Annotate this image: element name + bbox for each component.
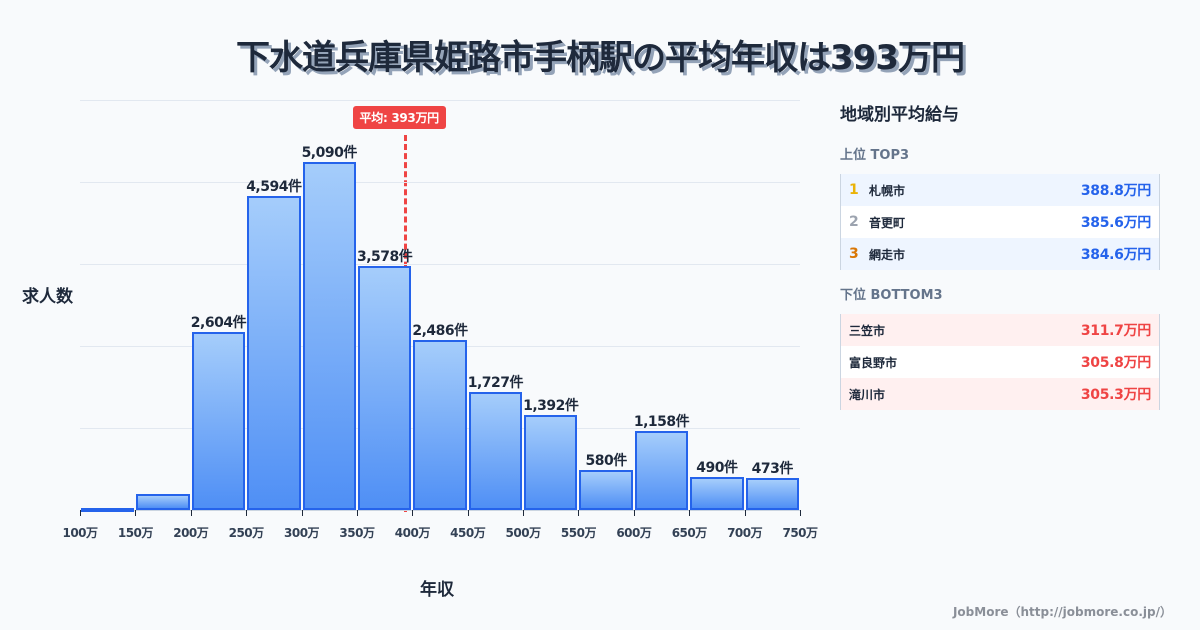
bar-value-label: 5,090件 bbox=[301, 145, 358, 162]
region-salary: 311.7万円 bbox=[1080, 323, 1151, 339]
bar-value-label: 2,486件 bbox=[412, 323, 468, 340]
bar-value-label: 2,604件 bbox=[190, 315, 247, 332]
top-rank-row: 3 網走市 384.6万円 bbox=[841, 238, 1159, 270]
x-tick-label: 350万 bbox=[339, 526, 375, 540]
region-salary: 388.8万円 bbox=[1080, 183, 1151, 199]
histogram-bar bbox=[413, 340, 467, 510]
x-tick-label: 750万 bbox=[782, 526, 818, 540]
x-tick-label: 150万 bbox=[117, 526, 154, 540]
x-tick bbox=[246, 510, 248, 516]
gridline bbox=[80, 100, 800, 101]
x-tick-label: 300万 bbox=[284, 526, 320, 540]
bar-value-label: 1,392件 bbox=[523, 397, 579, 414]
region-name: 滝川市 bbox=[849, 387, 886, 402]
region-name: 音更町 bbox=[869, 215, 906, 230]
x-tick-label: 400万 bbox=[394, 526, 431, 540]
x-tick bbox=[744, 510, 746, 516]
footer-credit: JobMore（http://jobmore.co.jp/） bbox=[952, 605, 1172, 619]
bar-value-label: 1,727件 bbox=[467, 374, 524, 391]
x-tick-label: 650万 bbox=[671, 526, 708, 540]
histogram-bar bbox=[690, 476, 744, 510]
x-tick bbox=[301, 510, 303, 516]
x-tick bbox=[800, 510, 801, 516]
bar-value-label: 490件 bbox=[696, 459, 738, 476]
region-name: 三笠市 bbox=[849, 323, 886, 338]
rank-number: 2 bbox=[849, 214, 859, 230]
x-tick bbox=[135, 510, 137, 516]
average-badge: 平均: 393万円 bbox=[352, 106, 446, 129]
top-ranking-table: 1 札幌市 388.8万円 2 音更町 385.6万円 3 網走市 384.6万… bbox=[840, 174, 1160, 270]
x-tick-label: 200万 bbox=[173, 526, 209, 540]
page-title: 下水道兵庫県姫路市手柄駅の平均年収は393万円 bbox=[236, 38, 965, 78]
histogram-bar bbox=[247, 196, 301, 510]
histogram-bar bbox=[745, 477, 799, 510]
histogram-bar bbox=[468, 391, 523, 510]
y-axis-label: 求人数 bbox=[22, 287, 73, 307]
gridline bbox=[80, 182, 800, 183]
x-tick-label: 250万 bbox=[228, 526, 265, 540]
rank-number: 1 bbox=[849, 182, 859, 198]
x-tick-label: 550万 bbox=[560, 526, 597, 540]
x-tick bbox=[412, 510, 414, 516]
x-tick bbox=[523, 510, 525, 516]
x-tick bbox=[190, 510, 192, 516]
histogram-bar bbox=[191, 332, 246, 510]
x-tick bbox=[633, 510, 635, 516]
region-salary: 305.8万円 bbox=[1080, 355, 1151, 371]
histogram-bar bbox=[302, 162, 356, 510]
histogram-bar bbox=[81, 507, 135, 512]
x-tick-label: 450万 bbox=[450, 526, 486, 540]
x-tick-label: 600万 bbox=[616, 526, 652, 540]
bottom-rank-row: 滝川市 305.3万円 bbox=[841, 378, 1159, 410]
region-name: 網走市 bbox=[869, 247, 906, 262]
top-rank-row: 2 音更町 385.6万円 bbox=[841, 206, 1159, 238]
region-salary: 385.6万円 bbox=[1080, 215, 1151, 231]
bottom-rank-row: 富良野市 305.8万円 bbox=[841, 346, 1159, 378]
bottom-rank-row: 三笠市 311.7万円 bbox=[841, 314, 1159, 346]
x-tick bbox=[80, 510, 81, 516]
histogram-bar bbox=[136, 494, 190, 510]
x-axis-baseline bbox=[80, 510, 800, 511]
x-tick-label: 700万 bbox=[727, 526, 763, 540]
x-axis-label: 年収 bbox=[420, 580, 454, 600]
x-tick bbox=[689, 510, 691, 516]
x-tick-label: 100万 bbox=[62, 526, 98, 540]
bar-value-label: 1,158件 bbox=[633, 413, 690, 430]
histogram-bar bbox=[524, 414, 578, 510]
top-section-title: 上位 TOP3 bbox=[840, 148, 910, 163]
top-rank-row: 1 札幌市 388.8万円 bbox=[841, 174, 1159, 206]
bar-value-label: 4,594件 bbox=[246, 179, 302, 196]
bottom-ranking-table: 三笠市 311.7万円 富良野市 305.8万円 滝川市 305.3万円 bbox=[840, 314, 1160, 410]
x-tick bbox=[356, 510, 358, 516]
bottom-section-title: 下位 BOTTOM3 bbox=[840, 288, 943, 303]
histogram-bar bbox=[357, 265, 412, 510]
region-salary: 384.6万円 bbox=[1080, 247, 1151, 263]
x-tick-label: 500万 bbox=[505, 526, 542, 540]
bar-value-label: 473件 bbox=[751, 460, 794, 477]
bar-value-label: 580件 bbox=[585, 453, 628, 470]
regional-salary-panel: 地域別平均給与 上位 TOP3 1 札幌市 388.8万円 2 音更町 385.… bbox=[840, 100, 1165, 410]
histogram-bar bbox=[634, 430, 689, 510]
bar-value-label: 3,578件 bbox=[356, 248, 413, 265]
gridline bbox=[80, 264, 800, 265]
region-name: 札幌市 bbox=[869, 183, 906, 198]
region-salary: 305.3万円 bbox=[1080, 387, 1151, 403]
x-tick bbox=[467, 510, 469, 516]
rank-number: 3 bbox=[849, 246, 859, 262]
histogram-chart: 求人数 年収 平均: 393万円 2,604件 4,594件 5,090件 3,578… bbox=[22, 100, 818, 600]
x-tick bbox=[578, 510, 580, 516]
histogram-bar bbox=[579, 470, 633, 510]
region-name: 富良野市 bbox=[849, 355, 898, 370]
panel-title: 地域別平均給与 bbox=[840, 105, 959, 125]
